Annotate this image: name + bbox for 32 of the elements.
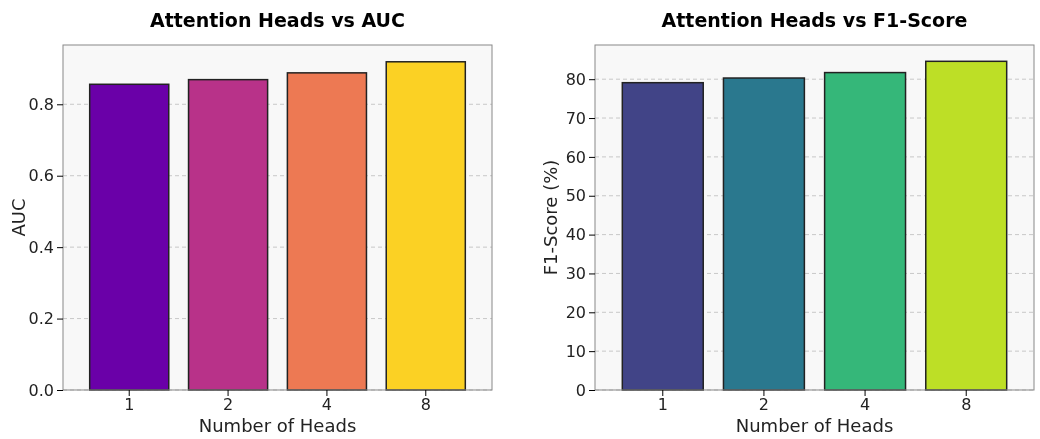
x-tick-label: 1 [657, 395, 668, 415]
chart-title: Attention Heads vs AUC [149, 9, 406, 31]
y-tick-label: 60 [565, 147, 586, 167]
x-axis-title: Number of Heads [735, 415, 894, 436]
x-tick-label: 8 [420, 395, 431, 415]
x-tick-label: 2 [222, 395, 234, 415]
y-tick-label: 0.4 [28, 237, 54, 257]
y-tick-label: 70 [565, 108, 586, 128]
bar [925, 60, 1008, 391]
chart-title: Attention Heads vs F1-Score [661, 9, 968, 31]
y-axis-title: AUC [8, 198, 29, 237]
y-tick-label: 0.0 [28, 380, 54, 400]
y-tick-label: 20 [565, 302, 586, 322]
x-tick-label: 2 [758, 395, 770, 415]
y-tick-label: 0 [575, 380, 586, 400]
x-tick-label: 1 [124, 395, 135, 415]
y-tick-label: 30 [565, 264, 586, 284]
bar [823, 71, 907, 391]
y-tick-label: 40 [565, 225, 586, 245]
y-axis-title: F1-Score (%) [540, 159, 561, 276]
y-tick-label: 50 [565, 186, 586, 206]
x-tick-label: 8 [961, 395, 972, 415]
y-tick-label: 0.6 [28, 166, 54, 186]
y-tick-label: 0.2 [28, 309, 54, 329]
x-tick-label: 4 [321, 395, 333, 415]
x-tick-label: 4 [859, 395, 871, 415]
bar [621, 81, 704, 391]
y-tick-label: 0.8 [28, 94, 54, 114]
x-axis-title: Number of Heads [198, 415, 357, 436]
bar [722, 77, 806, 391]
y-tick-label: 10 [565, 341, 586, 361]
y-tick-label: 80 [565, 69, 586, 89]
